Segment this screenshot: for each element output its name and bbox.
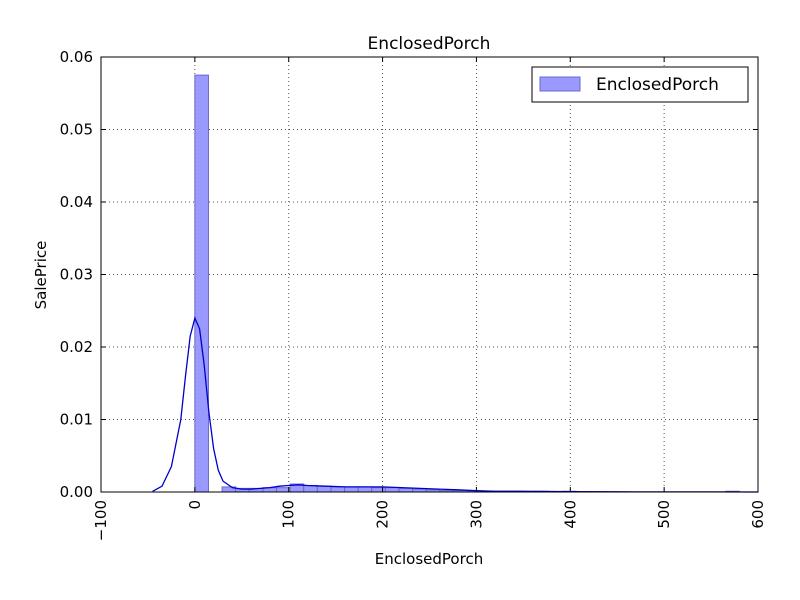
y-tick-label: 0.06 [60,48,93,66]
histogram-bar [344,486,359,493]
legend: EnclosedPorch [531,66,749,103]
histogram-bar [276,487,291,493]
x-axis-ticks: −100 0 100 200 300 400 500 600 [92,57,767,541]
histogram-bar [371,487,386,493]
y-tick-label: 0.00 [60,483,93,501]
chart-title: EnclosedPorch [368,34,491,54]
histogram-bar [194,74,209,493]
y-tick-label: 0.05 [60,121,93,139]
legend-label: EnclosedPorch [596,75,719,95]
x-tick-label: 500 [655,500,673,529]
x-tick-label: 100 [280,500,298,529]
histogram-bar [303,484,318,493]
kde-line [152,316,759,493]
x-tick-label: −100 [92,500,110,541]
y-tick-label: 0.04 [60,193,93,211]
histogram-bar [330,486,346,493]
y-tick-label: 0.03 [60,266,93,284]
histogram-bar [384,487,400,493]
x-tick-label: 600 [749,500,767,529]
x-tick-label: 0 [186,500,204,510]
histogram-bar [357,486,373,493]
y-tick-label: 0.01 [60,411,93,429]
x-tick-label: 400 [561,500,579,529]
y-tick-label: 0.02 [60,338,93,356]
histogram-bar [398,487,414,493]
legend-box [531,66,749,103]
x-tick-label: 200 [374,500,392,529]
x-axis-label: EnclosedPorch [375,550,483,568]
y-axis-label: SalePrice [32,241,50,310]
y-axis-ticks: 0.00 0.01 0.02 0.03 0.04 0.05 0.06 [60,48,758,501]
histogram-bar [316,485,332,493]
x-tick-label: 300 [467,500,485,529]
legend-swatch [539,76,581,92]
